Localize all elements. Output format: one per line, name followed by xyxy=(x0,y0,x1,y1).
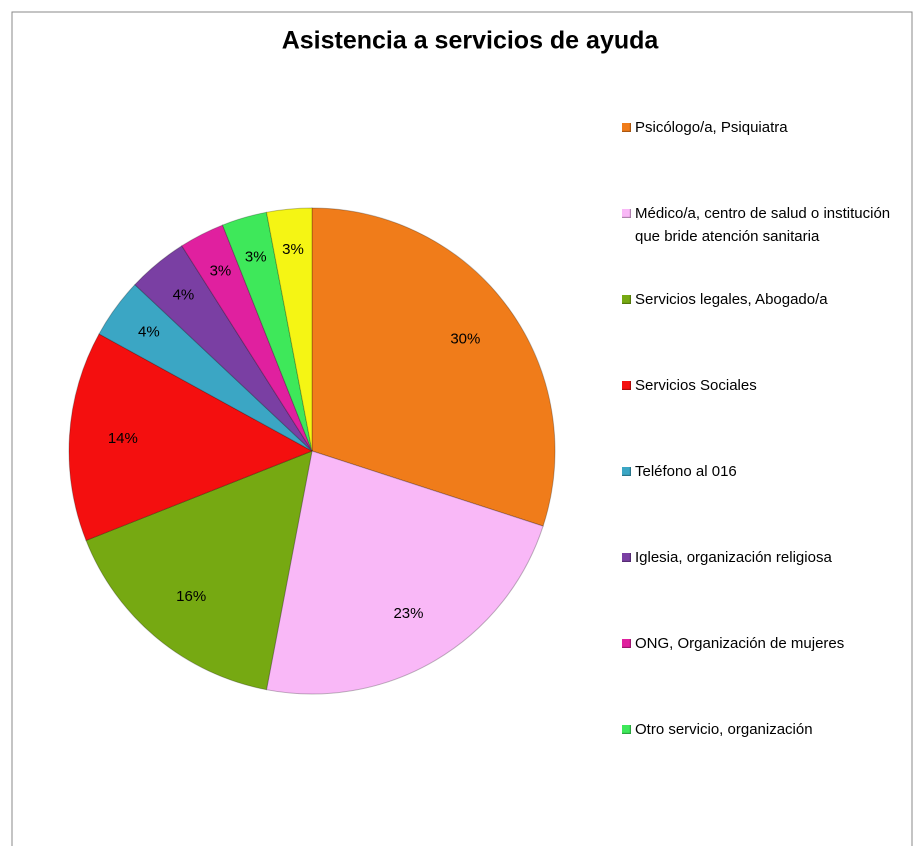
pie-slice xyxy=(98,283,313,452)
data-label: 3% xyxy=(245,248,267,265)
legend-item: Psicólogo/a, Psiquiatra xyxy=(622,116,907,139)
legend-label: Iglesia, organización religiosa xyxy=(635,549,832,566)
data-label: 30% xyxy=(450,331,480,348)
legend-item: Servicios legales, Abogado/a xyxy=(622,288,907,311)
legend-swatch xyxy=(622,553,631,562)
data-label: 4% xyxy=(173,287,195,304)
legend-item: ONG, Organización de mujeres xyxy=(622,632,907,655)
data-label: 23% xyxy=(393,605,423,622)
legend-swatch xyxy=(622,295,631,304)
legend-item: Iglesia, organización religiosa xyxy=(622,546,907,569)
legend-item: Otro servicio, organización xyxy=(622,718,907,741)
pie-slice xyxy=(85,450,313,691)
pie-slice xyxy=(68,333,314,542)
data-label: 3% xyxy=(282,241,304,258)
legend-swatch xyxy=(622,209,631,218)
legend-item: Teléfono al 016 xyxy=(622,460,907,483)
legend-swatch xyxy=(622,725,631,734)
legend-swatch xyxy=(622,467,631,476)
pie-slice xyxy=(265,450,544,695)
legend-item: Médico/a, centro de salud o institución … xyxy=(622,202,907,248)
legend-swatch xyxy=(622,639,631,648)
chart-title: Asistencia a servicios de ayuda xyxy=(282,27,660,55)
pie-slice xyxy=(221,211,313,452)
data-label: 14% xyxy=(108,430,138,447)
pie-slice xyxy=(134,245,313,452)
legend-label: Psicólogo/a, Psiquiatra xyxy=(635,119,788,136)
pie-slice xyxy=(265,207,313,452)
legend-label: Otro servicio, organización xyxy=(635,721,813,738)
data-label: 3% xyxy=(210,262,232,279)
pie-slice xyxy=(181,224,313,452)
legend-swatch xyxy=(622,381,631,390)
pie-slice xyxy=(311,207,556,527)
data-label: 16% xyxy=(176,588,206,605)
data-label: 4% xyxy=(138,323,160,340)
legend-label: Teléfono al 016 xyxy=(635,463,737,480)
legend-label: Médico/a, centro de salud o institución … xyxy=(635,205,891,245)
legend-item: Servicios Sociales xyxy=(622,374,907,397)
legend-label: Servicios legales, Abogado/a xyxy=(635,291,828,308)
legend-label: Servicios Sociales xyxy=(635,377,757,394)
legend-swatch xyxy=(622,123,631,132)
legend-label: ONG, Organización de mujeres xyxy=(635,635,845,652)
